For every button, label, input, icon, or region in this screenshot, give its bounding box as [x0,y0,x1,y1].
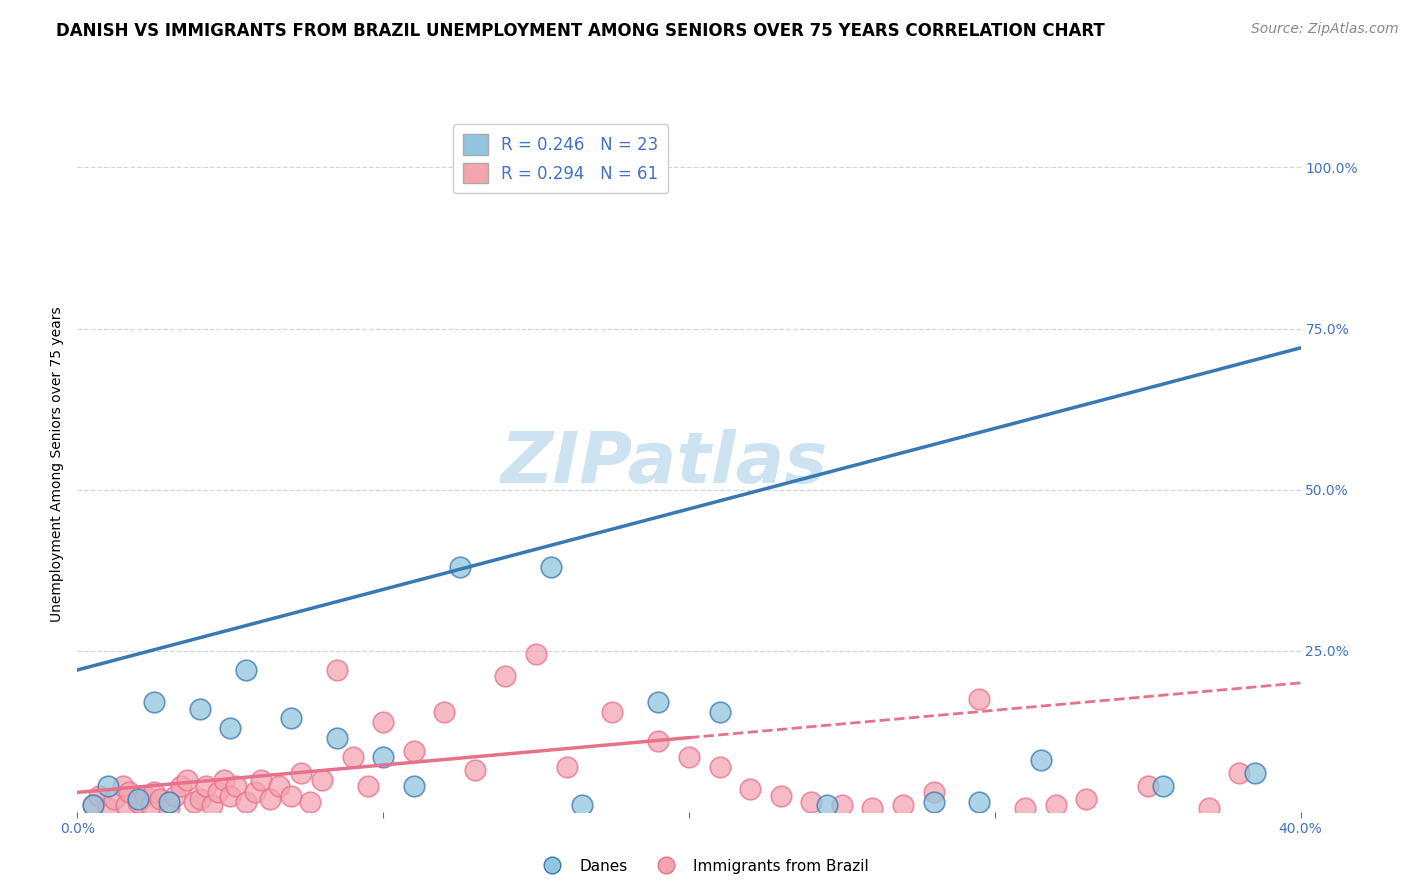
Point [128,792,150,806]
Point [1243,766,1265,780]
Point [969,692,991,706]
Point [1076,792,1098,806]
Point [142,695,165,709]
Point [540,560,562,574]
Point [464,763,486,777]
Point [922,795,945,809]
Point [194,779,217,793]
Point [647,695,669,709]
Point [1198,801,1220,815]
Point [269,779,291,793]
Point [922,785,945,799]
Point [157,801,180,815]
Point [219,721,242,735]
Point [449,560,471,574]
Point [1029,753,1052,767]
Point [183,795,205,809]
Point [170,779,193,793]
Point [290,766,312,780]
Point [891,798,914,813]
Point [1136,779,1159,793]
Point [862,801,884,815]
Point [212,772,235,787]
Point [555,759,578,773]
Text: DANISH VS IMMIGRANTS FROM BRAZIL UNEMPLOYMENT AMONG SENIORS OVER 75 YEARS CORREL: DANISH VS IMMIGRANTS FROM BRAZIL UNEMPLO… [56,22,1105,40]
Point [326,663,349,677]
Point [87,789,110,803]
Y-axis label: Unemployment Among Seniors over 75 years: Unemployment Among Seniors over 75 years [51,306,65,622]
Point [371,750,394,764]
Legend: Danes, Immigrants from Brazil: Danes, Immigrants from Brazil [530,853,876,880]
Point [188,701,211,715]
Point [357,779,380,793]
Point [433,705,456,719]
Point [524,647,547,661]
Point [139,798,162,813]
Point [298,795,321,809]
Point [647,734,669,748]
Point [97,801,120,815]
Point [97,779,120,793]
Point [1014,801,1036,815]
Point [165,789,187,803]
Point [326,731,349,745]
Point [112,779,135,793]
Point [1152,779,1174,793]
Point [709,705,731,719]
Point [250,772,273,787]
Point [800,795,823,809]
Point [1229,766,1251,780]
Point [402,779,425,793]
Point [259,792,281,806]
Point [235,663,257,677]
Point [201,798,224,813]
Point [571,798,593,813]
Point [243,785,266,799]
Point [176,772,198,787]
Point [815,798,838,813]
Point [188,792,211,806]
Point [280,711,302,725]
Point [149,792,172,806]
Point [142,785,165,799]
Point [207,785,229,799]
Point [602,705,624,719]
Point [831,798,853,813]
Text: ZIPatlas: ZIPatlas [501,429,828,499]
Point [1045,798,1067,813]
Point [82,798,104,813]
Point [128,795,150,809]
Point [134,789,156,803]
Point [342,750,364,764]
Point [371,714,394,729]
Point [82,798,104,813]
Point [115,798,138,813]
Point [402,743,425,757]
Point [280,789,302,803]
Point [709,759,731,773]
Point [225,779,247,793]
Point [311,772,333,787]
Point [678,750,700,764]
Point [118,785,141,799]
Point [769,789,792,803]
Point [103,792,125,806]
Point [495,669,517,683]
Point [969,795,991,809]
Point [157,795,180,809]
Point [235,795,257,809]
Legend: R = 0.246   N = 23, R = 0.294   N = 61: R = 0.246 N = 23, R = 0.294 N = 61 [453,124,668,194]
Point [219,789,242,803]
Point [740,782,762,797]
Text: Source: ZipAtlas.com: Source: ZipAtlas.com [1251,22,1399,37]
